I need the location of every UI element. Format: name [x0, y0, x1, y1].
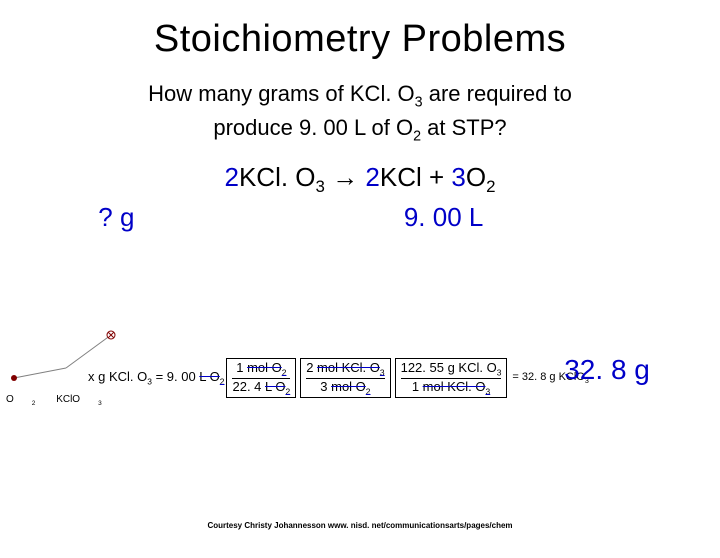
- txt: mol KCl. O: [317, 360, 380, 375]
- txt: KClO: [56, 394, 80, 405]
- q-part: are required to: [423, 81, 572, 106]
- txt: 3: [320, 379, 331, 394]
- coeff: 3: [451, 162, 465, 192]
- denominator: 22. 4 L O2: [232, 378, 290, 397]
- coeff: 2: [365, 162, 379, 192]
- denominator: 1 mol KCl. O3: [401, 378, 502, 397]
- arrow-icon: →: [325, 162, 365, 192]
- given-value: 9. 00 L: [384, 202, 504, 233]
- sub: 2: [486, 178, 495, 197]
- sub: 3: [380, 368, 385, 378]
- txt: 1: [236, 360, 247, 375]
- fraction-3: 122. 55 g KCl. O3 1 mol KCl. O3: [395, 358, 508, 398]
- equation-block: 2KCl. O3 → 2KCl + 3O2 ? g 9. 00 L: [0, 162, 720, 232]
- numerator: 1 mol O2: [236, 360, 286, 378]
- equation-values: ? g 9. 00 L: [0, 202, 720, 233]
- struck-unit: L O2: [199, 369, 224, 384]
- sub: 2: [286, 386, 291, 396]
- struck: mol O2: [247, 360, 286, 375]
- txt: = 9. 00: [152, 369, 199, 384]
- sub: 2: [32, 400, 36, 407]
- page-title: Stoichiometry Problems: [0, 18, 720, 61]
- struck: mol O2: [331, 379, 370, 394]
- fraction-1: 1 mol O2 22. 4 L O2: [226, 358, 296, 398]
- txt: 2: [306, 360, 317, 375]
- sub: 3: [497, 368, 502, 378]
- question-text: How many grams of KCl. O3 are required t…: [0, 79, 720, 146]
- numerator: 2 mol KCl. O3: [306, 360, 384, 378]
- diagram-label-kclo3: KClO 3: [56, 394, 102, 405]
- txt: L O: [265, 379, 285, 394]
- struck: L O2: [265, 379, 290, 394]
- txt: 1: [412, 379, 423, 394]
- q-part: at STP?: [421, 115, 507, 140]
- unknown-value: ? g: [56, 202, 176, 233]
- diagram-label-o2: O2: [6, 394, 35, 405]
- sub: 2: [220, 377, 225, 387]
- txt: O: [6, 394, 14, 405]
- final-result: 32. 8 g: [564, 354, 650, 386]
- species: KCl: [380, 162, 422, 192]
- sub: 2: [282, 368, 287, 378]
- txt: mol O: [247, 360, 282, 375]
- conversion-diagram: [6, 323, 121, 393]
- sub: 3: [486, 386, 491, 396]
- q-sub: 3: [415, 94, 423, 110]
- struck: mol KCl. O3: [423, 379, 491, 394]
- txt: 122. 55 g KCl. O: [401, 360, 497, 375]
- diagram-labels: O2 KClO3: [6, 394, 120, 407]
- q-part: How many grams of KCl. O: [148, 81, 415, 106]
- numerator: 122. 55 g KCl. O3: [401, 360, 502, 378]
- courtesy-text: Courtesy Christy Johannesson www. nisd. …: [0, 521, 720, 530]
- txt: mol KCl. O: [423, 379, 486, 394]
- sub: 2: [366, 386, 371, 396]
- calculation-line: x g KCl. O3 = 9. 00 L O2 1 mol O2 22. 4 …: [88, 358, 592, 398]
- q-part: produce 9. 00 L of O: [213, 115, 413, 140]
- struck: mol KCl. O3: [317, 360, 385, 375]
- equation-row: 2KCl. O3 → 2KCl + 3O2: [0, 162, 720, 197]
- coeff: 2: [224, 162, 238, 192]
- plus: +: [422, 162, 452, 192]
- txt: L O: [199, 369, 219, 384]
- txt: mol O: [331, 379, 366, 394]
- fraction-2: 2 mol KCl. O3 3 mol O2: [300, 358, 390, 398]
- txt: 22. 4: [232, 379, 265, 394]
- sub: 3: [98, 400, 102, 407]
- denominator: 3 mol O2: [306, 378, 384, 397]
- q-sub: 2: [413, 128, 421, 144]
- species: KCl. O: [239, 162, 316, 192]
- species: O: [466, 162, 486, 192]
- sub: 3: [316, 178, 325, 197]
